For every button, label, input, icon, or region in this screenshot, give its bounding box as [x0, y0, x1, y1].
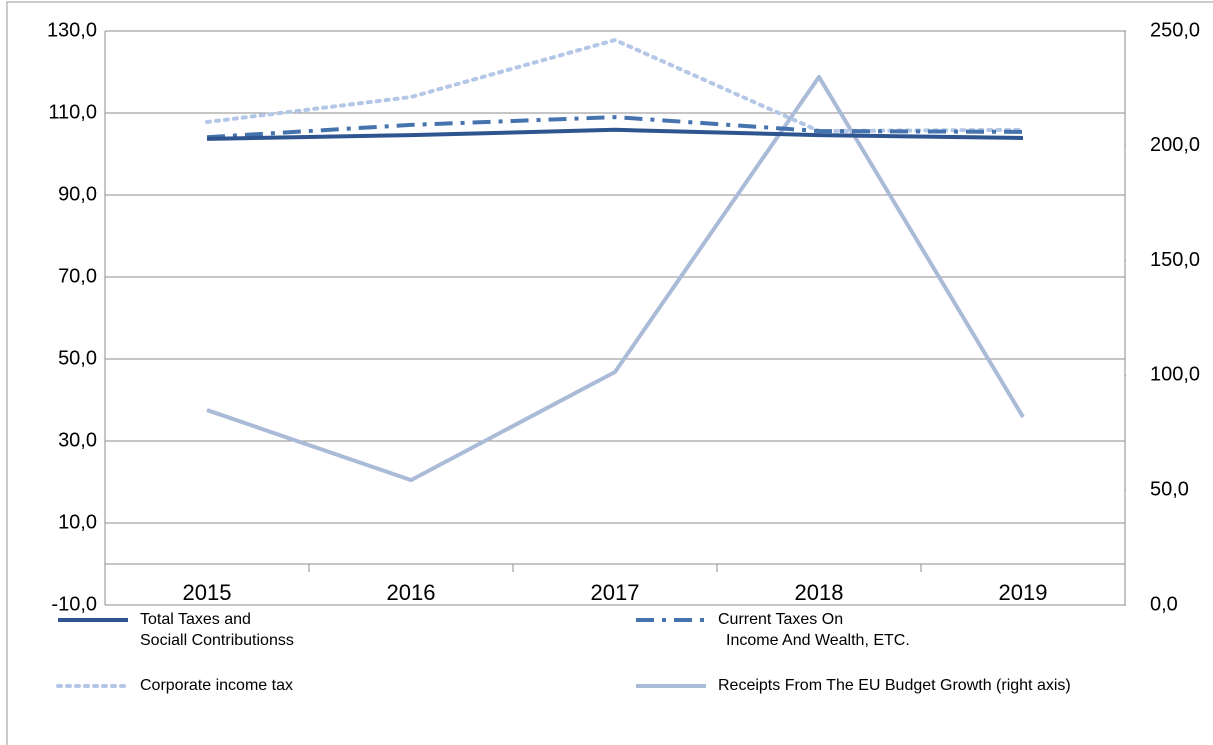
- y2-tick-label: 100,0: [1150, 364, 1200, 386]
- series-line: [206, 127, 1024, 141]
- y-tick-label: 50,0: [58, 347, 97, 369]
- series-line: [205, 38, 1025, 134]
- y-tick-label: 130,0: [47, 19, 97, 41]
- x-tick-label: 2018: [795, 580, 844, 605]
- series-line: [206, 74, 1025, 483]
- y2-tick-label: 0,0: [1150, 593, 1178, 615]
- y-tick-label: 70,0: [58, 265, 97, 287]
- y-tick-label: 90,0: [58, 183, 97, 205]
- legend-label: Current Taxes On Income And Wealth, ETC.: [718, 611, 910, 649]
- y2-tick-label: 250,0: [1150, 19, 1200, 41]
- x-tick-label: 2017: [591, 580, 640, 605]
- y2-tick-label: 150,0: [1150, 249, 1200, 271]
- y-tick-label: 10,0: [58, 511, 97, 533]
- series-line: [206, 115, 1024, 140]
- y2-tick-label: 200,0: [1150, 134, 1200, 156]
- legend-label: Corporate income tax: [140, 677, 293, 694]
- legend-label: Receipts From The EU Budget Growth (righ…: [718, 677, 1071, 694]
- y-tick-label: 30,0: [58, 429, 97, 451]
- x-tick-label: 2016: [387, 580, 436, 605]
- chart-frame: [6, 1, 1213, 745]
- x-tick-label: 2019: [999, 580, 1048, 605]
- legend-label: Total Taxes and Sociall Contributionss: [140, 611, 294, 649]
- y-tick-label: -10,0: [51, 593, 97, 615]
- y2-tick-label: 50,0: [1150, 478, 1189, 500]
- x-tick-label: 2015: [183, 580, 232, 605]
- y-tick-label: 110,0: [48, 101, 97, 123]
